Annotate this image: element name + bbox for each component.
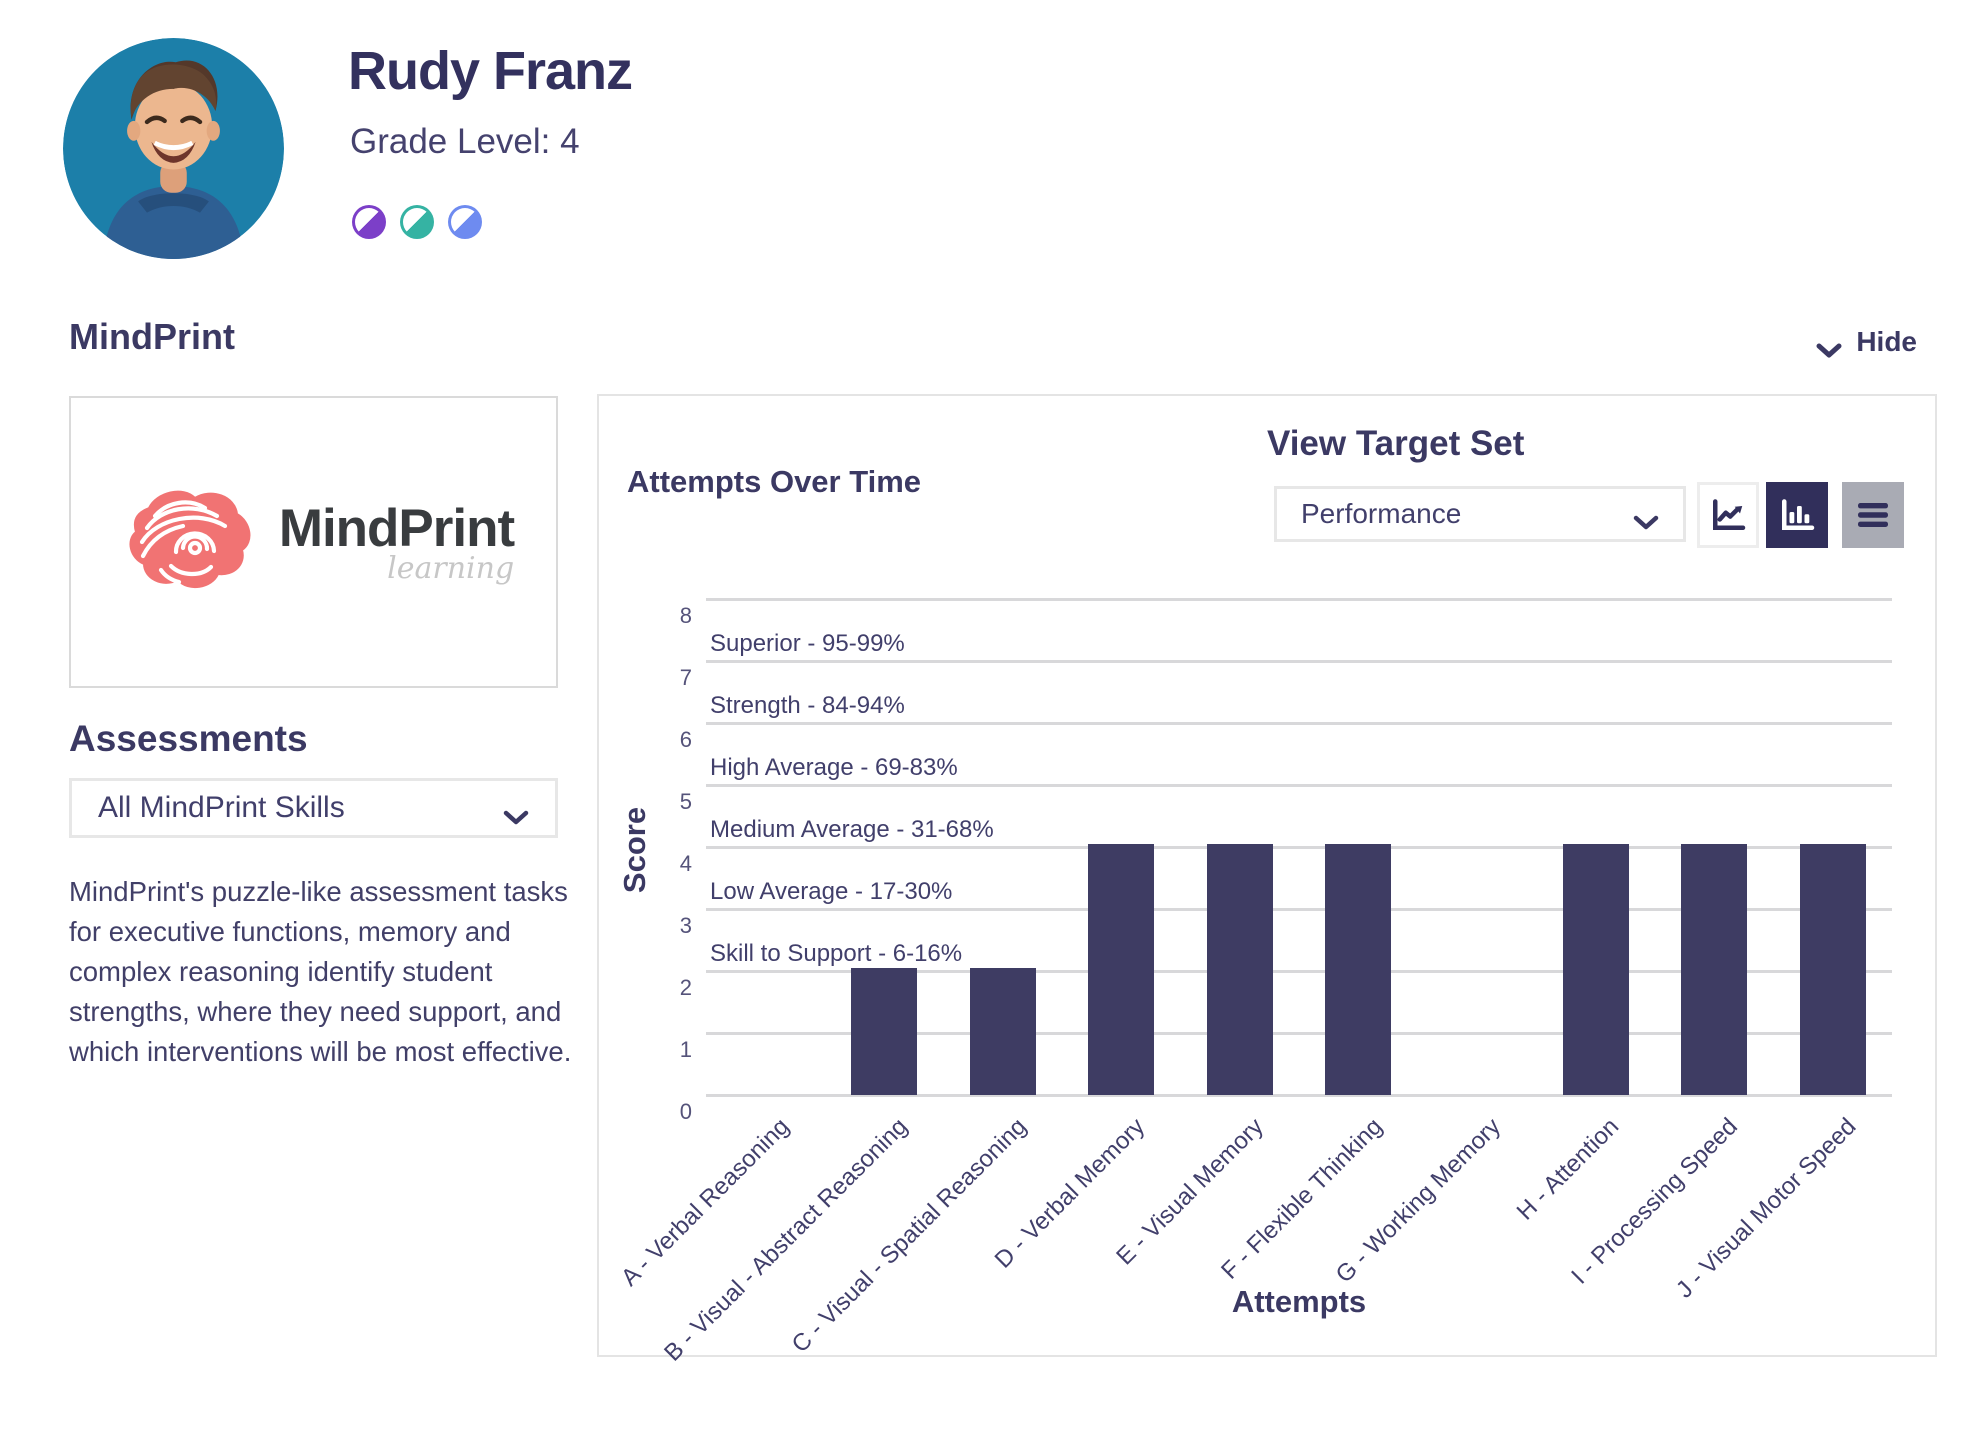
gridline: [706, 1032, 1892, 1035]
chevron-down-icon: [1816, 334, 1842, 358]
performance-dropdown-value: Performance: [1301, 498, 1462, 529]
y-tick-label: 0: [679, 1099, 692, 1124]
bar: [1681, 844, 1748, 1095]
skills-dropdown[interactable]: All MindPrint Skills: [69, 778, 558, 838]
y-tick-label: 6: [679, 727, 692, 752]
y-tick-label: 8: [679, 603, 692, 628]
gridline: [706, 784, 1892, 787]
brain-fingerprint-logo-icon: [129, 490, 251, 589]
view-target-set-title: View Target Set: [1267, 424, 1525, 463]
table-view-menu-button[interactable]: [1842, 482, 1904, 548]
band-label: Skill to Support - 6-16%: [710, 940, 963, 967]
description-text: MindPrint's puzzle-like assessment tasks…: [69, 876, 572, 1067]
gridline: [706, 722, 1892, 725]
y-tick-label: 7: [679, 665, 692, 690]
x-axis-title: Attempts: [1231, 1284, 1367, 1319]
band-label: Low Average - 17-30%: [710, 878, 953, 905]
brand-name: MindPrint: [278, 499, 515, 558]
section-title: MindPrint: [69, 316, 235, 357]
chevron-down-icon: [1633, 506, 1659, 530]
bar: [1088, 844, 1155, 1095]
chart-title: Attempts Over Time: [627, 464, 922, 499]
boy-portrait-illustration: [63, 38, 284, 259]
y-tick-label: 3: [679, 913, 692, 938]
badge-list: [352, 205, 482, 239]
chart-panel: Attempts Over Time View Target Set Perfo…: [597, 394, 1937, 1367]
brand-subtitle: learning: [387, 551, 515, 586]
bar-chart-icon: [1782, 499, 1815, 530]
pie-badge-icon: [448, 205, 482, 239]
hide-label: Hide: [1856, 326, 1917, 357]
gridline: [706, 1094, 1892, 1097]
menu-icon: [1858, 503, 1888, 527]
line-chart-view-button[interactable]: [1697, 482, 1759, 548]
gridline: [706, 970, 1892, 973]
bar: [1206, 844, 1273, 1095]
mindprint-logo-card: MindPrint learning: [69, 396, 558, 688]
bar: [850, 968, 917, 1095]
y-tick-label: 2: [679, 975, 692, 1000]
gridline: [706, 598, 1892, 601]
hide-button[interactable]: Hide: [1816, 326, 1917, 358]
band-label: Medium Average - 31-68%: [710, 816, 994, 843]
student-avatar: [63, 38, 284, 259]
band-label: Strength - 84-94%: [710, 692, 905, 719]
gridline: [706, 660, 1892, 663]
gridline: [706, 908, 1892, 911]
performance-dropdown[interactable]: Performance: [1274, 486, 1686, 542]
pie-badge-icon: [352, 205, 386, 239]
band-label: High Average - 69-83%: [710, 754, 958, 781]
line-chart-icon: [1713, 499, 1746, 530]
bar-chart-plot-area: Score Attempts 0 1 2 3 4 5 6 7 8 Superior - 95-99…: [599, 396, 1935, 1367]
bar: [1799, 844, 1866, 1095]
y-tick-label: 5: [679, 789, 692, 814]
assessments-title: Assessments: [69, 718, 308, 759]
bar: [1325, 844, 1392, 1095]
y-tick-label: 4: [679, 851, 692, 876]
band-label: Superior - 95-99%: [710, 630, 905, 657]
grade-level: Grade Level: 4: [350, 122, 580, 161]
skills-dropdown-value: All MindPrint Skills: [98, 791, 345, 824]
bar: [1562, 844, 1629, 1095]
bar-chart-view-button[interactable]: [1766, 482, 1828, 548]
bar: [969, 968, 1036, 1095]
pie-badge-icon: [400, 205, 434, 239]
y-tick-label: 1: [679, 1037, 692, 1062]
chevron-down-icon: [503, 800, 529, 825]
student-name: Rudy Franz: [348, 41, 633, 101]
gridline: [706, 846, 1892, 849]
